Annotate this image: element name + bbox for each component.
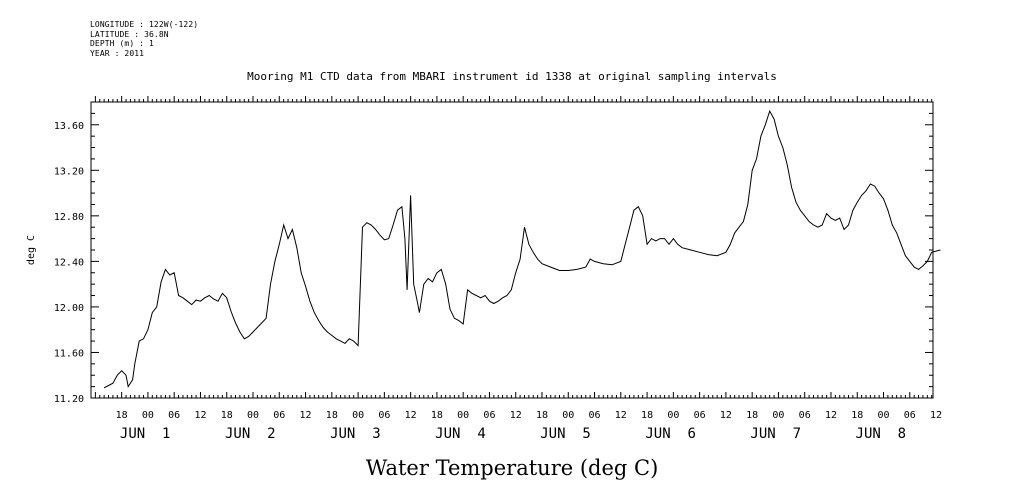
x-tick-label: 12 [825, 410, 837, 421]
x-day-label: JUN 2 [225, 426, 276, 442]
x-tick-label: 06 [378, 410, 390, 421]
x-tick-label: 18 [746, 410, 758, 421]
x-tick-label: 00 [457, 410, 469, 421]
x-day-label: JUN 7 [750, 426, 801, 442]
x-tick-label: 00 [247, 410, 259, 421]
x-day-label: JUN 4 [435, 426, 486, 442]
x-tick-label: 00 [667, 410, 679, 421]
y-tick-label: 11.20 [54, 394, 84, 405]
x-day-label: JUN 1 [120, 426, 171, 442]
x-tick-label: 12 [194, 410, 206, 421]
x-tick-label: 00 [772, 410, 784, 421]
depth-label: DEPTH (m) : 1 [90, 39, 154, 48]
x-tick-label: 18 [641, 410, 653, 421]
chart-title: Mooring M1 CTD data from MBARI instrumen… [247, 70, 777, 83]
x-tick-label: 00 [142, 410, 154, 421]
x-tick-label: 06 [694, 410, 706, 421]
header-metadata: LONGITUDE : 122W(-122) LATITUDE : 36.8N … [90, 20, 198, 58]
x-tick-label: 12 [720, 410, 732, 421]
x-tick-label: 12 [510, 410, 522, 421]
x-tick-label: 12 [615, 410, 627, 421]
y-axis-label: deg C [26, 235, 37, 265]
year-label: YEAR : 2011 [90, 48, 145, 58]
x-tick-label: 18 [536, 410, 548, 421]
x-axis-label: Water Temperature (deg C) [366, 456, 659, 480]
x-tick-label: 06 [483, 410, 495, 421]
x-tick-label: 18 [221, 410, 233, 421]
x-day-label: JUN 3 [330, 426, 381, 442]
x-day-label: JUN 5 [540, 426, 591, 442]
x-tick-label: 06 [273, 410, 285, 421]
y-tick-label: 13.60 [54, 121, 84, 132]
series-line-water-temperature [103, 109, 941, 389]
x-tick-label: 18 [431, 410, 443, 421]
plot-frame [90, 101, 934, 399]
y-tick-label: 12.00 [54, 303, 84, 314]
plot-area: 18 00 06 12 18 00 06 12 18 00 06 12 18 00 06 12 18 00 06 12… [54, 96, 942, 442]
x-tick-label: 06 [168, 410, 180, 421]
longitude-label: LONGITUDE : 122W(-122) [90, 20, 199, 29]
latitude-label: LATITUDE : 36.8N [90, 29, 169, 39]
x-tick-label: 00 [877, 410, 889, 421]
y-tick-label: 12.80 [54, 212, 84, 223]
x-day-label: JUN 6 [645, 426, 696, 442]
x-tick-label: 12 [300, 410, 312, 421]
x-tick-label: 00 [352, 410, 364, 421]
x-tick-label: 18 [116, 410, 128, 421]
x-tick-label: 12 [405, 410, 417, 421]
x-tick-label: 00 [562, 410, 574, 421]
x-day-label: JUN 8 [856, 426, 907, 442]
y-tick-label: 12.40 [54, 257, 84, 268]
x-tick-label: 06 [799, 410, 811, 421]
x-tick-label: 18 [326, 410, 338, 421]
x-tick-label: 06 [589, 410, 601, 421]
x-tick-label: 18 [851, 410, 863, 421]
x-tick-label: 06 [904, 410, 916, 421]
y-tick-label: 13.20 [54, 166, 84, 177]
x-tick-label: 12 [930, 410, 942, 421]
y-tick-label: 11.60 [54, 348, 84, 359]
